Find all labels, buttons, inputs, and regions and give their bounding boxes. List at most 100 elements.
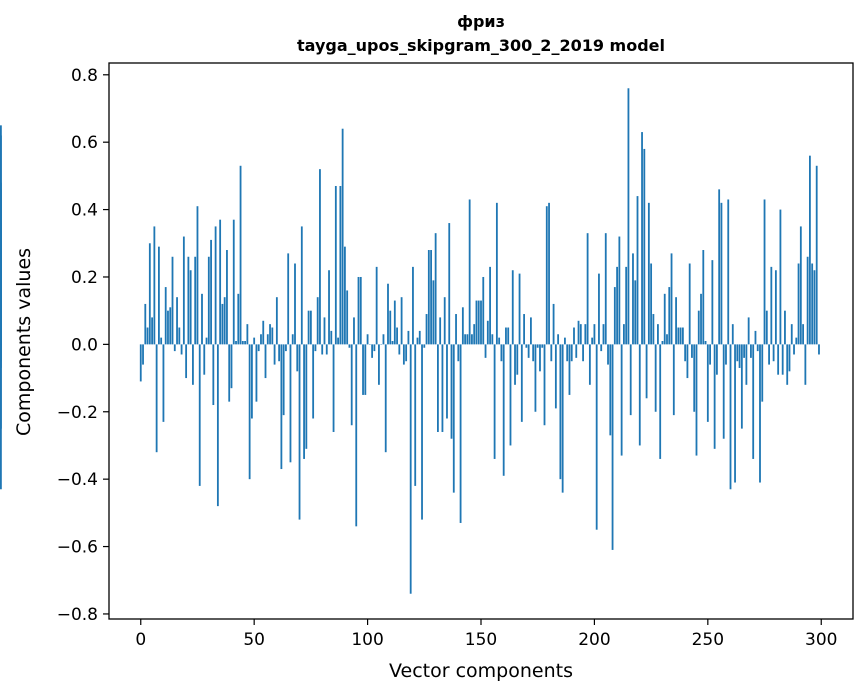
bar-component-165 <box>514 344 516 384</box>
bar-component-231 <box>664 294 666 345</box>
bar-component-28 <box>203 344 205 374</box>
bar-component-132 <box>439 317 441 344</box>
bar-component-113 <box>396 328 398 345</box>
bar-component-89 <box>342 129 344 345</box>
bar-component-83 <box>328 270 330 344</box>
bar-component-228 <box>657 324 659 344</box>
bar-component-129 <box>432 280 434 344</box>
bar-component-286 <box>789 344 791 371</box>
bar-component-122 <box>417 338 419 345</box>
bar-component-204 <box>603 324 605 344</box>
bar-component-119 <box>410 344 412 593</box>
bar-component-128 <box>430 250 432 344</box>
bar-component-48 <box>249 344 251 479</box>
bar-component-81 <box>324 317 326 344</box>
bar-component-207 <box>609 344 611 435</box>
bar-component-271 <box>755 331 757 344</box>
bar-component-170 <box>525 344 527 347</box>
bar-component-144 <box>466 334 468 344</box>
bar-component-121 <box>414 344 416 486</box>
bar-component-242 <box>689 264 691 345</box>
bar-component-118 <box>408 331 410 344</box>
bar-component-191 <box>573 328 575 345</box>
x-tick-label: 100 <box>351 630 383 650</box>
bar-component-288 <box>793 344 795 354</box>
bar-component-148 <box>476 301 478 345</box>
bar-component-60 <box>276 297 278 344</box>
bar-component-92 <box>349 344 351 347</box>
bar-component-233 <box>668 287 670 344</box>
bar-component-139 <box>455 314 457 344</box>
bar-component-87 <box>337 338 339 345</box>
bar-component-135 <box>446 344 448 418</box>
bar-component-225 <box>650 264 652 345</box>
bar-component-292 <box>802 324 804 344</box>
bar-component-47 <box>246 324 248 344</box>
bar-component-11 <box>165 287 167 344</box>
bar-component-96 <box>358 277 360 344</box>
bar-component-67 <box>292 334 294 344</box>
bar-component-222 <box>643 149 645 344</box>
bar-component-95 <box>355 344 357 526</box>
bar-component-285 <box>786 344 788 384</box>
bar-component-152 <box>485 344 487 357</box>
bar-component-4 <box>149 243 151 344</box>
bar-component-265 <box>741 344 743 428</box>
bar-component-1 <box>142 344 144 364</box>
bar-component-21 <box>187 257 189 345</box>
bar-component-20 <box>185 344 187 378</box>
bar-component-246 <box>698 311 700 345</box>
bar-component-127 <box>428 250 430 344</box>
bar-component-298 <box>816 166 818 345</box>
bar-component-269 <box>750 344 752 357</box>
bar-component-7 <box>156 344 158 452</box>
bar-component-36 <box>222 304 224 344</box>
bar-component-117 <box>405 344 407 361</box>
bar-component-294 <box>807 257 809 345</box>
bar-component-190 <box>571 344 573 361</box>
bar-component-205 <box>605 233 607 344</box>
bar-component-287 <box>791 324 793 344</box>
bar-component-199 <box>591 338 593 345</box>
bar-component-200 <box>594 324 596 344</box>
bar-component-232 <box>666 334 668 344</box>
bar-component-69 <box>296 344 298 371</box>
bar-component-12 <box>167 311 169 345</box>
bar-component-41 <box>233 220 235 345</box>
bar-component-174 <box>535 344 537 411</box>
y-tick-label: 0.8 <box>71 66 98 86</box>
chart-title: фриз <box>457 12 505 31</box>
x-tick-label: 200 <box>578 630 610 650</box>
y-tick-label: 0.4 <box>71 201 98 221</box>
bar-component-223 <box>646 344 648 398</box>
bar-component-32 <box>212 344 214 405</box>
bar-component-182 <box>553 304 555 344</box>
bar-component-26 <box>199 344 201 486</box>
bar-component-17 <box>178 328 180 345</box>
bar-component-278 <box>770 267 772 345</box>
bar-component-270 <box>752 344 754 459</box>
bar-component-188 <box>566 344 568 361</box>
bar-component-155 <box>491 334 493 344</box>
y-axis-title: Components values <box>13 248 35 436</box>
x-tick-label: 50 <box>243 630 265 650</box>
bar-component-66 <box>290 344 292 462</box>
bar-component-133 <box>442 344 444 432</box>
bar-component-110 <box>389 311 391 345</box>
bar-component-59 <box>274 344 276 364</box>
bar-component-255 <box>718 189 720 344</box>
bar-component-126 <box>426 314 428 344</box>
bar-component-226 <box>652 314 654 344</box>
bar-component-238 <box>680 328 682 345</box>
bar-component-103 <box>373 344 375 351</box>
bar-component-280 <box>775 270 777 344</box>
bar-component-261 <box>732 324 734 344</box>
bar-component-256 <box>721 203 723 345</box>
bar-component-192 <box>575 344 577 357</box>
bar-component-93 <box>351 344 353 425</box>
bar-component-18 <box>181 344 183 354</box>
bar-component-79 <box>319 169 321 344</box>
bar-component-145 <box>469 199 471 344</box>
bar-component-8 <box>158 247 160 345</box>
x-tick-label: 250 <box>692 630 724 650</box>
